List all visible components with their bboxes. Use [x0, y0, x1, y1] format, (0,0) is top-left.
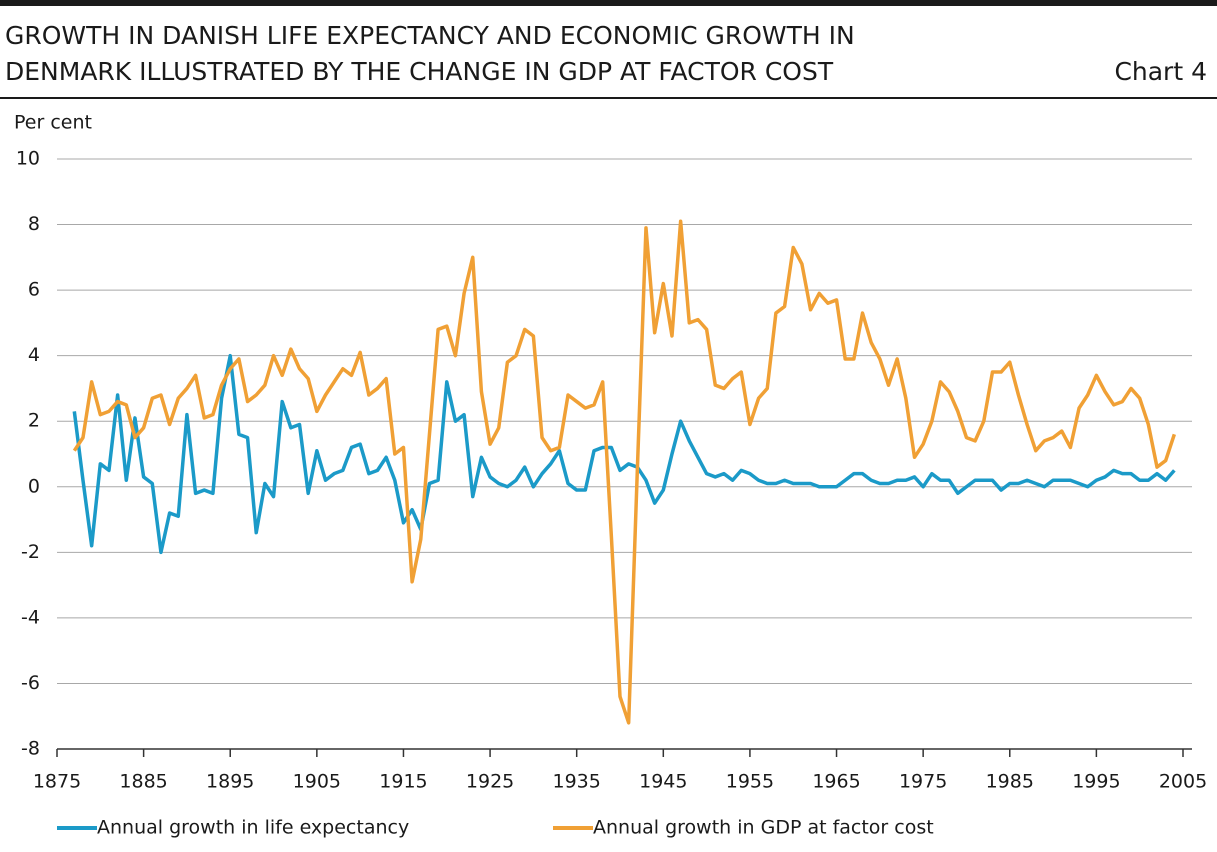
top-bar — [0, 0, 1217, 6]
x-tick-label: 1915 — [379, 771, 427, 793]
x-tick-label: 1965 — [812, 771, 860, 793]
series-line — [72, 219, 1177, 725]
legend-label: Annual growth in GDP at factor cost — [593, 817, 934, 839]
y-tick-label: 10 — [16, 148, 40, 170]
x-tick-label: 1985 — [986, 771, 1034, 793]
series-line — [72, 353, 1176, 555]
y-tick-label: 8 — [28, 213, 40, 235]
x-tick-label: 1905 — [293, 771, 341, 793]
title-rule — [0, 97, 1217, 99]
x-tick-label: 1935 — [553, 771, 601, 793]
x-tick-label: 1875 — [33, 771, 81, 793]
y-tick-label: 2 — [28, 410, 40, 432]
y-tick-label: -4 — [21, 606, 40, 628]
y-tick-label: -6 — [21, 672, 40, 694]
y-tick-label: 0 — [28, 475, 40, 497]
y-tick-label: 6 — [28, 279, 40, 301]
x-tick-label: 1945 — [639, 771, 687, 793]
y-tick-label: -8 — [21, 738, 40, 760]
x-tick-label: 1885 — [119, 771, 167, 793]
chart-number: Chart 4 — [1114, 57, 1207, 86]
x-tick-label: 1975 — [899, 771, 947, 793]
y-axis-label: Per cent — [14, 112, 92, 134]
x-tick-label: 1955 — [726, 771, 774, 793]
y-tick-label: 4 — [28, 344, 40, 366]
y-tick-label: -2 — [21, 541, 40, 563]
x-tick-label: 1995 — [1072, 771, 1120, 793]
chart-title: DENMARK ILLUSTRATED BY THE CHANGE IN GDP… — [5, 57, 834, 86]
legend-label: Annual growth in life expectancy — [97, 817, 409, 839]
chart-title: GROWTH IN DANISH LIFE EXPECTANCY AND ECO… — [5, 21, 855, 50]
x-tick-label: 2005 — [1159, 771, 1207, 793]
x-tick-label: 1895 — [206, 771, 254, 793]
x-tick-label: 1925 — [466, 771, 514, 793]
